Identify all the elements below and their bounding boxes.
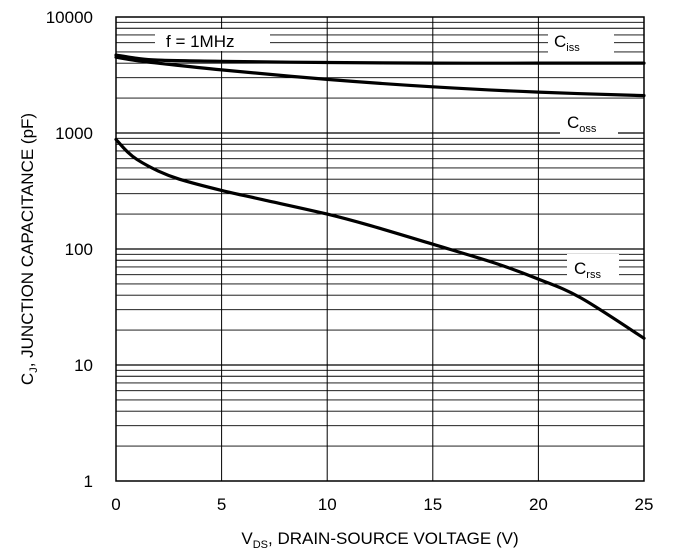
y-tick-label: 1 [84,472,93,491]
y-tick-label: 10000 [46,8,93,27]
series-line-ciss [114,53,646,65]
series-layer [114,53,646,340]
label-box-crss [567,254,619,280]
frequency-annotation: f = 1MHz [166,32,235,51]
label-box-ciss [548,29,614,53]
tick-labels: 0 5 10 15 20 25 1 10 100 1000 10000 [46,8,654,514]
series-line-crss [114,137,646,340]
y-axis-label: CJ, JUNCTION CAPACITANCE (pF) [18,113,40,385]
annotation-box [155,29,270,51]
series-line-coss [114,55,646,98]
x-tick-label: 0 [111,495,120,514]
x-axis-label: VDS, DRAIN-SOURCE VOLTAGE (V) [241,529,518,550]
label-box-coss [560,108,618,134]
x-tick-label: 15 [423,495,442,514]
plot-frame [115,16,645,482]
y-tick-label: 1000 [55,124,93,143]
y-tick-label: 10 [74,356,93,375]
series-label-coss: Coss [567,113,597,135]
x-tick-label: 20 [529,495,548,514]
series-label-ciss: Ciss [554,32,580,54]
y-tick-label: 100 [65,240,93,259]
x-tick-label: 5 [217,495,226,514]
series-label-crss: Crss [574,259,601,281]
grid [116,17,644,481]
x-tick-label: 10 [318,495,337,514]
x-tick-label: 25 [635,495,654,514]
